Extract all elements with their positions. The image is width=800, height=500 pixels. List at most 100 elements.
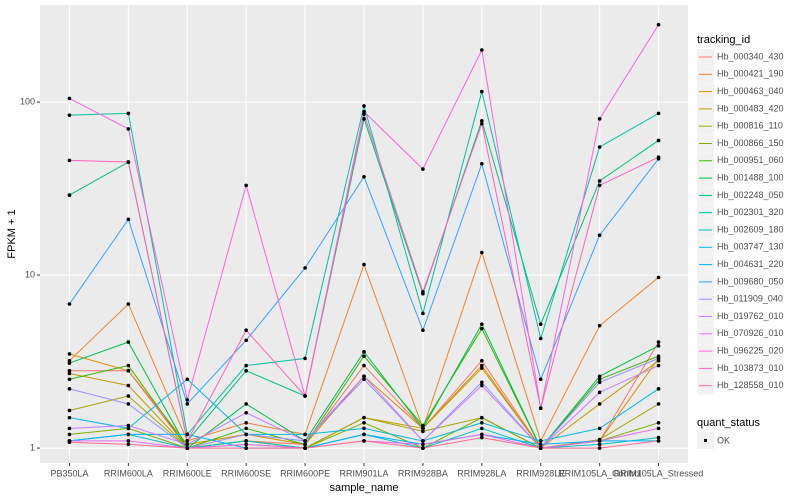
data-point <box>597 233 602 238</box>
data-point <box>67 426 72 431</box>
data-point <box>244 402 248 406</box>
data-point <box>244 442 248 447</box>
data-point <box>126 402 131 406</box>
x-tick-label: RRIM600SE <box>221 468 271 478</box>
data-point <box>67 302 72 306</box>
legend-label: Hb_002248_050 <box>717 190 784 200</box>
data-point <box>597 390 602 395</box>
data-point <box>244 439 248 443</box>
data-point <box>67 361 72 365</box>
legend-label: Hb_000340_430 <box>717 51 784 61</box>
data-point <box>362 439 366 443</box>
data-point <box>421 442 425 447</box>
data-point <box>656 111 661 116</box>
legend-label: Hb_070926_010 <box>717 328 784 338</box>
legend-label: Hb_096225_020 <box>717 345 784 355</box>
data-point <box>126 423 131 428</box>
data-point <box>597 117 602 121</box>
data-point <box>244 183 248 188</box>
data-point <box>185 442 190 447</box>
data-point <box>480 366 484 370</box>
data-point <box>656 363 661 368</box>
data-point <box>303 356 307 361</box>
data-point <box>303 432 307 437</box>
x-tick-label: RRIM600PE <box>280 468 330 478</box>
data-point <box>480 432 484 437</box>
data-point <box>362 350 366 354</box>
data-point <box>67 408 72 413</box>
data-point <box>480 250 484 255</box>
data-point <box>244 426 248 431</box>
data-point <box>362 112 366 117</box>
data-point <box>303 446 307 450</box>
data-point <box>656 356 661 361</box>
data-point <box>656 155 661 160</box>
data-point <box>67 440 72 445</box>
data-point <box>362 415 366 420</box>
data-point <box>480 435 484 440</box>
data-point <box>362 174 366 179</box>
data-point <box>597 442 602 447</box>
data-point <box>421 423 425 428</box>
data-point <box>421 290 425 294</box>
data-point <box>421 167 425 171</box>
data-point <box>538 322 543 327</box>
data-point <box>597 439 602 443</box>
data-point <box>303 394 307 398</box>
data-point <box>185 377 190 382</box>
data-point <box>362 117 366 121</box>
data-point <box>480 121 484 126</box>
x-tick-label: RRIM928LA <box>457 468 506 478</box>
data-point <box>480 426 484 431</box>
legend-label: Hb_001488_100 <box>717 172 784 182</box>
data-point <box>656 387 661 391</box>
data-point <box>480 421 484 425</box>
data-point <box>303 442 307 447</box>
x-tick-label: RRIM928LE <box>516 468 565 478</box>
legend-label: Hb_128558_010 <box>717 380 784 390</box>
data-point <box>126 368 131 373</box>
data-point <box>480 363 484 368</box>
data-point <box>597 402 602 406</box>
data-point <box>126 160 131 164</box>
data-point <box>244 446 248 450</box>
data-point <box>597 426 602 431</box>
data-point <box>480 118 484 123</box>
y-tick-label: 1 <box>30 442 35 452</box>
data-point <box>480 383 484 388</box>
data-point <box>421 429 425 434</box>
x-tick-label: RRIM600LA <box>104 468 153 478</box>
data-point <box>656 340 661 344</box>
x-axis-title: sample_name <box>329 482 398 494</box>
legend-label: Hb_000463_040 <box>717 86 784 96</box>
y-tick-label: 100 <box>20 96 35 106</box>
data-point <box>244 410 248 415</box>
data-point <box>656 439 661 443</box>
legend-label: Hb_004631_220 <box>717 259 784 269</box>
data-point <box>67 352 72 356</box>
data-point <box>185 402 190 406</box>
data-point <box>185 439 190 443</box>
data-point <box>597 145 602 149</box>
data-point <box>480 161 484 166</box>
data-point <box>362 432 366 437</box>
legend-label: Hb_000866_150 <box>717 138 784 148</box>
legend-label: Hb_000483_420 <box>717 103 784 113</box>
x-tick-label: RRIM901LA <box>339 468 388 478</box>
data-point <box>185 432 190 437</box>
legend-title: quant_status <box>697 417 760 429</box>
data-point <box>126 111 131 116</box>
data-point <box>538 377 543 382</box>
legend-label: Hb_103873_010 <box>717 363 784 373</box>
data-point <box>538 442 543 447</box>
legend-label: Hb_009680_050 <box>717 276 784 286</box>
x-tick-label: RRIM105LA_Stressed <box>614 468 704 478</box>
data-point <box>362 421 366 425</box>
data-point <box>656 138 661 143</box>
data-point <box>656 435 661 440</box>
legend-title: tracking_id <box>697 34 750 46</box>
legend-label: Hb_000421_190 <box>717 69 784 79</box>
data-point <box>421 439 425 443</box>
x-tick-label: RRIM600LE <box>163 468 212 478</box>
